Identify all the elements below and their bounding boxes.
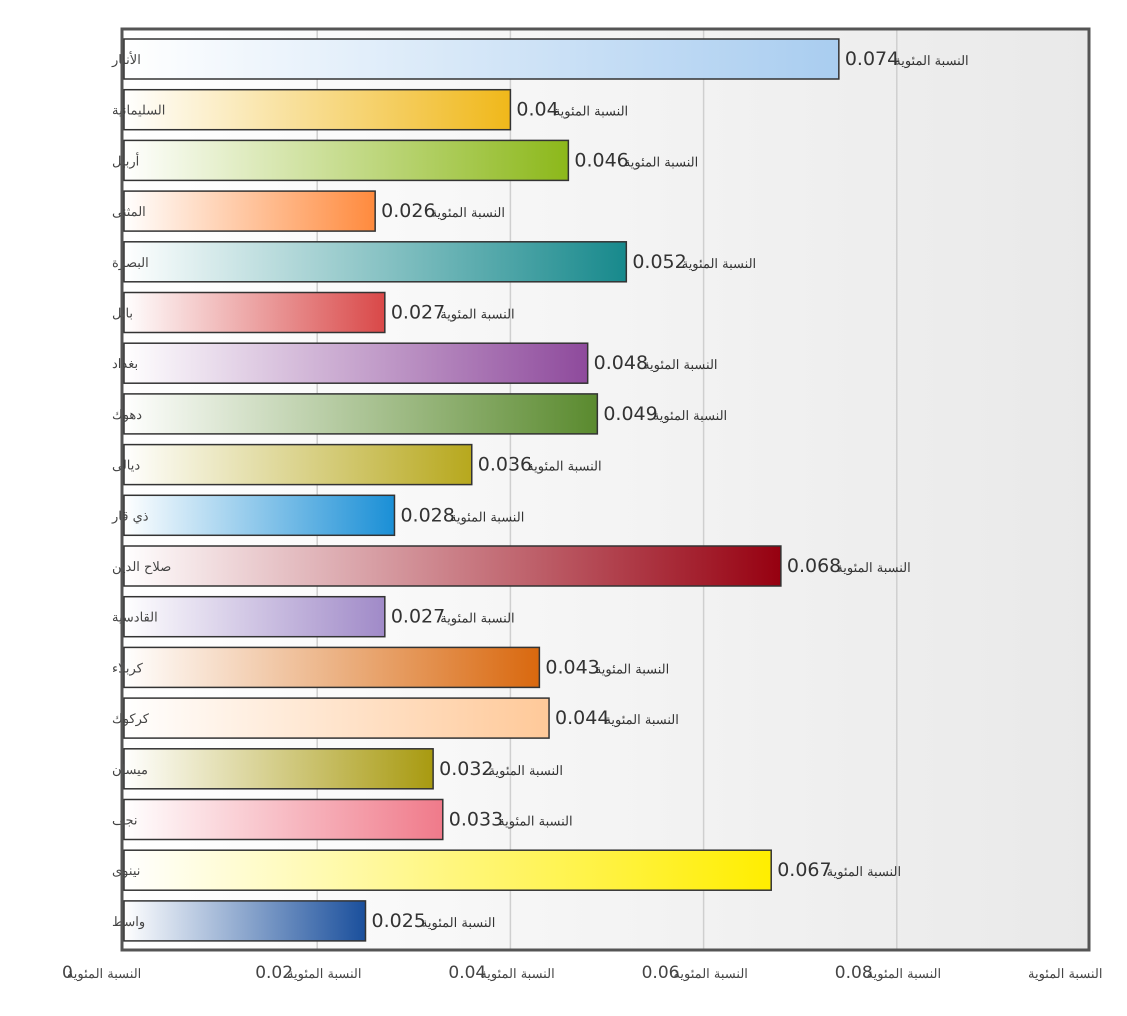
category-label: ذي قار: [111, 509, 149, 524]
data-label: النسبة المئوية0.027: [391, 302, 515, 324]
data-label: النسبة المئوية0.074: [845, 48, 969, 70]
data-label: النسبة المئوية0.048: [594, 352, 718, 374]
x-tick-label: النسبة المئوية0: [62, 963, 141, 983]
data-label: النسبة المئوية0.043: [545, 656, 669, 678]
category-label: السليمانية: [112, 104, 165, 119]
bar: [123, 545, 782, 587]
data-label: النسبة المئوية0.032: [439, 758, 563, 780]
data-label: النسبة المئوية0.025: [372, 910, 496, 932]
data-label: النسبة المئوية0.04: [516, 99, 628, 121]
data-label: النسبة المئوية0.036: [478, 454, 602, 476]
data-label: النسبة المئوية0.068: [787, 555, 911, 577]
plot-frame: [120, 27, 1091, 952]
bar: [123, 190, 376, 232]
data-label: النسبة المئوية0.028: [400, 504, 524, 526]
bar: [123, 139, 570, 182]
category-label: ميسان: [112, 763, 148, 778]
category-label: نجف: [112, 814, 137, 829]
category-label: صلاح الدين: [112, 560, 171, 575]
data-label: النسبة المئوية0.026: [381, 200, 505, 222]
category-label: كربلاء: [112, 661, 144, 676]
bar: [123, 798, 444, 841]
data-label: النسبة المئوية0.049: [603, 403, 727, 425]
bar: [123, 342, 589, 384]
bar: [123, 443, 473, 486]
x-tick-label: النسبة المئوية: [1028, 967, 1102, 982]
x-tick-label: النسبة المئوية0.06: [642, 963, 748, 983]
category-label: دهوك: [112, 408, 142, 423]
x-tick-label: النسبة المئوية0.04: [448, 963, 554, 983]
bar: [123, 494, 396, 537]
category-label: الأنبار: [111, 51, 141, 68]
bar: [123, 900, 367, 942]
bar: [123, 88, 512, 131]
category-label: أربيل: [112, 152, 139, 169]
bar: [123, 241, 628, 283]
category-label: نينوى: [112, 864, 140, 879]
category-label: المثنى: [112, 205, 146, 220]
x-tick-label: النسبة المئوية0.08: [835, 963, 941, 983]
category-label: بغداد: [112, 357, 138, 372]
data-label: النسبة المئوية0.027: [391, 606, 515, 628]
bar: [123, 393, 599, 435]
data-label: النسبة المئوية0.067: [777, 859, 901, 881]
plot-area: [122, 29, 1089, 950]
x-tick-label: النسبة المئوية0.02: [255, 963, 361, 983]
bar: [123, 595, 386, 638]
bar: [123, 697, 550, 739]
data-label: النسبة المئوية0.052: [632, 251, 756, 273]
category-label: القادسية: [112, 611, 158, 626]
bar: [123, 849, 772, 891]
data-label: النسبة المئوية0.044: [555, 707, 679, 729]
bar: [123, 646, 541, 689]
category-label: واسط: [112, 915, 145, 930]
bar: [123, 38, 840, 80]
category-label: ديالى: [112, 459, 140, 474]
category-label: البصرة: [112, 256, 149, 271]
bar: [123, 291, 386, 334]
data-label: النسبة المئوية0.033: [449, 809, 573, 831]
category-label: كركوك: [112, 712, 150, 727]
data-label: النسبة المئوية0.046: [574, 149, 698, 171]
bar: [123, 748, 434, 790]
